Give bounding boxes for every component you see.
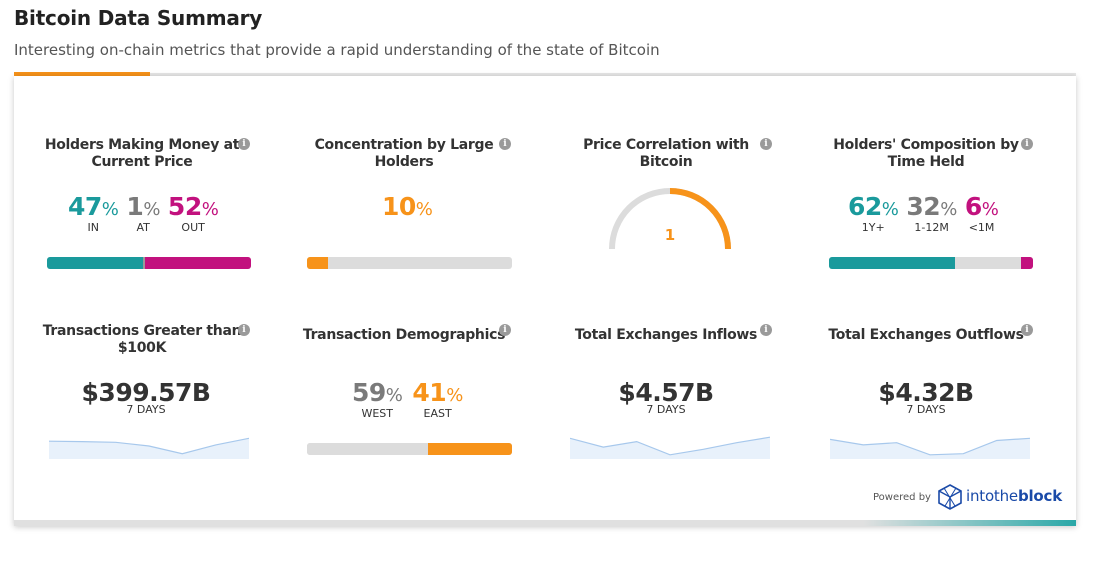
concentration-value: 10 [382, 192, 416, 221]
widget-title: Transactions Greater than $100K [42, 323, 242, 356]
west-value: 59 [352, 378, 386, 407]
short-term-label: <1M [968, 221, 995, 234]
in-value: 47 [68, 192, 102, 221]
widget-title: Holders Making Money at Current Price [44, 137, 240, 170]
tx-demographics-bar [307, 443, 512, 455]
bar-out [144, 257, 251, 269]
widget-title: Price Correlation with Bitcoin [583, 137, 749, 170]
concentration-bar [307, 257, 512, 269]
sparkline-area [49, 438, 249, 459]
outflows-value: $4.32B [878, 378, 974, 407]
out-value: 52 [167, 192, 202, 221]
tx-demographics-values: 59% WEST 41% EAST [352, 378, 463, 420]
widget-holders-composition: Holders' Composition by Time Held i 62% … [816, 137, 1046, 277]
info-icon[interactable]: i [760, 324, 772, 336]
page-title: Bitcoin Data Summary [14, 6, 263, 30]
at-label: AT [136, 221, 150, 234]
out-label: OUT [181, 221, 205, 234]
concentration-values: 10% [382, 192, 433, 221]
widget-exchange-outflows: Total Exchanges Outflows i $4.32B 7 DAYS [816, 323, 1046, 463]
sparkline-line [49, 437, 249, 455]
correlation-gauge [609, 188, 731, 250]
outflows-sparkline [830, 437, 1030, 459]
sparkline-area [830, 438, 1030, 459]
bar-1m [1020, 257, 1033, 269]
info-icon[interactable]: i [238, 138, 250, 150]
info-icon[interactable]: i [1021, 138, 1033, 150]
widget-concentration: Concentration by Large Holders i 10% [294, 137, 524, 277]
gauge-fill [669, 188, 731, 250]
at-value: 1 [126, 192, 144, 221]
outflows-period: 7 DAYS [906, 403, 946, 416]
bar-1-12m [955, 257, 1021, 269]
card-bottom-strip [14, 520, 1076, 526]
tab-track [150, 73, 1076, 76]
bar-1y [829, 257, 956, 269]
bar-at [142, 257, 145, 269]
info-icon[interactable]: i [1021, 324, 1033, 336]
bar-west [307, 443, 428, 455]
widget-tx-demographics: Transaction Demographics i 59% WEST 41% … [294, 323, 524, 463]
east-label: EAST [423, 407, 452, 420]
bar-fill [307, 257, 328, 269]
holders-composition-bar [829, 257, 1033, 269]
widget-title: Transaction Demographics [302, 327, 506, 343]
tab-active-indicator[interactable] [14, 72, 150, 76]
large-tx-period: 7 DAYS [126, 403, 166, 416]
west-label: WEST [361, 407, 393, 420]
long-term-value: 62 [848, 192, 882, 221]
sparkline-line [830, 437, 1030, 456]
info-icon[interactable]: i [499, 324, 511, 336]
short-term-value: 6 [964, 192, 982, 221]
powered-by-label: Powered by [873, 492, 931, 503]
widget-exchange-inflows: Total Exchanges Inflows i $4.57B 7 DAYS [556, 323, 786, 463]
widget-holders-money: Holders Making Money at Current Price i … [32, 137, 262, 277]
info-icon[interactable]: i [760, 138, 772, 150]
inflows-value: $4.57B [618, 378, 714, 407]
widget-title: Total Exchanges Inflows [574, 327, 758, 343]
mid-term-value: 32 [906, 192, 941, 221]
bar-in [47, 257, 143, 269]
holders-composition-values: 62% 1Y+ 32% 1-12M 6% <1M [848, 192, 999, 234]
widget-title: Total Exchanges Outflows [828, 327, 1024, 343]
long-term-label: 1Y+ [861, 221, 885, 234]
intotheblock-logo-icon[interactable] [938, 484, 962, 510]
inflows-period: 7 DAYS [646, 403, 686, 416]
widget-price-correlation: Price Correlation with Bitcoin i 1 [556, 137, 786, 277]
widget-large-transactions: Transactions Greater than $100K i $399.5… [32, 323, 262, 463]
mid-term-label: 1-12M [914, 221, 949, 234]
widget-title: Holders' Composition by Time Held [833, 137, 1019, 170]
info-icon[interactable]: i [238, 324, 250, 336]
holders-money-values: 47% IN 1% AT 52% OUT [68, 192, 219, 234]
sparkline-line [570, 436, 770, 456]
page-subtitle: Interesting on-chain metrics that provid… [14, 41, 660, 59]
holders-money-bar [47, 257, 251, 269]
widget-title: Concentration by Large Holders [314, 137, 494, 170]
large-tx-value: $399.57B [81, 378, 211, 407]
intotheblock-brand[interactable]: intotheblock [966, 487, 1063, 505]
east-value: 41 [412, 378, 447, 407]
correlation-value: 1 [664, 226, 676, 244]
sparkline-area [570, 437, 770, 459]
in-label: IN [87, 221, 99, 234]
inflows-sparkline [570, 436, 770, 459]
info-icon[interactable]: i [499, 138, 511, 150]
large-tx-sparkline [49, 437, 249, 459]
bar-east [427, 443, 512, 455]
